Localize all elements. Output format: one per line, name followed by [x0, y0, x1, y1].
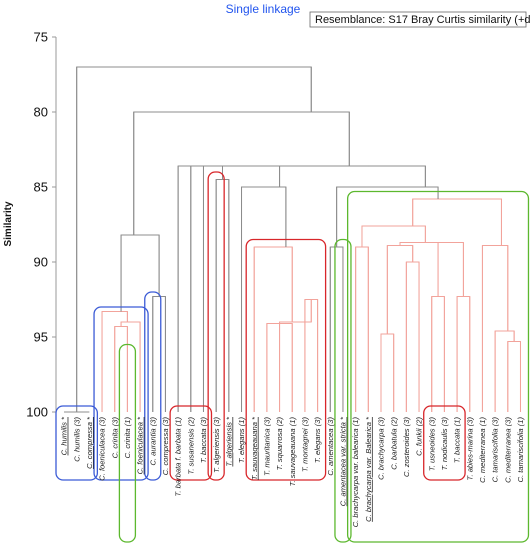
leaf-label: C. humilis *	[60, 416, 69, 455]
leaf-label: C. humilis (3)	[72, 417, 81, 462]
leaf-label: C. foeniculacea *	[136, 416, 145, 474]
cluster-box-green	[334, 238, 352, 543]
leaf-label: T. elegans (1)	[237, 417, 246, 464]
merge-bracket	[215, 179, 230, 412]
merge-bracket	[412, 198, 502, 246]
y-ticks: 75 80 85 90 95 100	[26, 30, 56, 420]
leaf-label: C. mediterranea (3)	[503, 417, 512, 483]
merge-bracket	[101, 311, 128, 412]
leaf-label: T. algeriensis *	[224, 416, 233, 467]
leaf-label: T. abies-marina (3)	[465, 417, 474, 481]
merge-bracket	[481, 245, 509, 412]
merge-bracket	[437, 242, 464, 297]
merge-bracket	[380, 333, 395, 412]
leaf-label: C. foeniculacea (3)	[98, 417, 107, 481]
leaf-label: T. barbata f. barbata (1)	[174, 417, 183, 497]
cluster-box-red	[423, 405, 466, 481]
leaf-label: C. brachycarpa var. balearica (1)	[351, 417, 360, 528]
leaf-label: C. barbatula (2)	[389, 417, 398, 470]
leaf-label: C. funkii (2)	[415, 417, 424, 456]
leaf-label: T. montagnei (3)	[301, 417, 310, 472]
merge-bracket	[329, 246, 344, 412]
leaf-label: C. compressa (3)	[161, 417, 170, 476]
y-tick-label: 100	[26, 405, 48, 420]
dendrogram-branches	[64, 66, 521, 413]
merge-bracket	[120, 234, 160, 312]
merge-bracket	[507, 341, 521, 412]
leaf-label: T. squarrosa (2)	[275, 417, 284, 471]
leaf-label: T. elegans (3)	[313, 417, 322, 464]
leaf-label: T. algeriensis (3)	[212, 417, 221, 473]
legend-text: Resemblance: S17 Bray Curtis similarity …	[315, 14, 530, 26]
y-tick-label: 85	[34, 180, 48, 195]
merge-bracket	[253, 246, 293, 412]
merge-bracket	[114, 326, 128, 412]
leaf-label: C. crinita (3)	[110, 417, 119, 459]
cluster-box-red	[169, 405, 213, 481]
merge-bracket	[405, 261, 420, 412]
leaf-labels: C. humilis * C. humilis (3) C. compressa *…	[60, 416, 525, 527]
leaf-label: T. baccata (1)	[453, 417, 462, 464]
merge-bracket	[279, 323, 293, 412]
merge-bracket	[431, 296, 445, 412]
merge-bracket	[399, 242, 451, 246]
leaf-label: T. usneoides (3)	[427, 417, 436, 472]
merge-bracket	[120, 321, 141, 412]
merge-bracket	[152, 296, 166, 412]
y-tick-label: 90	[34, 255, 48, 270]
cluster-box-blue	[93, 306, 149, 481]
merge-bracket	[361, 225, 426, 247]
merge-bracket	[355, 246, 369, 412]
merge-bracket	[266, 323, 286, 412]
legend-box	[309, 11, 527, 28]
leaf-label: T. mauritanica (3)	[262, 417, 271, 476]
merge-bracket	[76, 66, 312, 412]
cluster-box-blue	[144, 291, 162, 481]
leaf-label: C. aurantia (3)	[148, 417, 157, 466]
y-axis-label: Similarity	[3, 201, 14, 246]
leaf-label: C. amentacea (3)	[326, 417, 335, 476]
merge-bracket	[222, 165, 381, 180]
y-tick-label: 80	[34, 105, 48, 120]
merge-bracket	[241, 186, 287, 412]
leaf-label: T. susanensis (2)	[186, 417, 195, 475]
leaf-label: T. nodicaulis (3)	[440, 417, 449, 471]
merge-bracket	[279, 299, 312, 324]
leaf-label: C. zosteroides (3)	[402, 417, 411, 477]
leaf-label: C. tamariscifolia (1)	[516, 417, 525, 483]
y-tick-label: 95	[34, 330, 48, 345]
leaf-label: C. tamariscifolia (3)	[491, 417, 500, 483]
cluster-box-red	[245, 238, 327, 481]
leaf-label: C. mediterranea (1)	[478, 417, 487, 483]
cluster-box-green	[346, 190, 530, 543]
cluster-box-blue	[55, 405, 99, 481]
chart-title: Single linkage	[226, 2, 301, 16]
leaf-label: T. sauvageauana *	[250, 416, 259, 480]
merge-bracket	[456, 296, 471, 412]
leaf-label: C. compressa *	[85, 416, 94, 469]
y-tick-label: 75	[34, 30, 48, 45]
leaf-label: C. brachycarpa var. Balearica *	[364, 416, 373, 522]
cluster-box-red	[207, 171, 225, 481]
leaf-label: C. amentacea var. stricta *	[339, 416, 348, 506]
cluster-boxes	[55, 171, 530, 543]
merge-bracket	[177, 165, 356, 412]
merge-bracket	[133, 111, 350, 235]
leaf-label: T. sauvageauana (1)	[288, 417, 297, 487]
leaf-label: T. baccata (3)	[199, 417, 208, 464]
merge-bracket	[279, 165, 426, 187]
leaf-label: C. brachycarpa (3)	[377, 417, 386, 480]
leaf-label: C. crinita (1)	[123, 417, 132, 459]
cluster-box-green	[118, 343, 137, 543]
merge-bracket	[494, 330, 515, 412]
merge-bracket	[386, 245, 414, 334]
merge-bracket	[336, 186, 439, 247]
